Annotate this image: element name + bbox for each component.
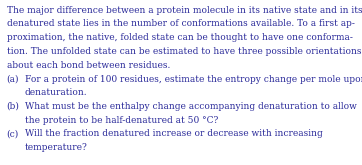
Text: What must be the enthalpy change accompanying denaturation to allow: What must be the enthalpy change accompa…: [25, 102, 357, 111]
Text: For a protein of 100 residues, estimate the entropy change per mole upon: For a protein of 100 residues, estimate …: [25, 75, 362, 84]
Text: Will the fraction denatured increase or decrease with increasing: Will the fraction denatured increase or …: [25, 129, 323, 138]
Text: denatured state lies in the number of conformations available. To a first ap-: denatured state lies in the number of co…: [7, 19, 354, 29]
Text: temperature?: temperature?: [25, 143, 87, 152]
Text: denaturation.: denaturation.: [25, 88, 87, 97]
Text: proximation, the native, folded state can be thought to have one conforma-: proximation, the native, folded state ca…: [7, 33, 352, 42]
Text: (c): (c): [7, 129, 19, 138]
Text: (a): (a): [7, 75, 19, 84]
Text: The major difference between a protein molecule in its native state and in its: The major difference between a protein m…: [7, 6, 362, 15]
Text: (b): (b): [7, 102, 20, 111]
Text: tion. The unfolded state can be estimated to have three possible orientations: tion. The unfolded state can be estimate…: [7, 47, 361, 56]
Text: the protein to be half-denatured at 50 °C?: the protein to be half-denatured at 50 °…: [25, 116, 218, 125]
Text: about each bond between residues.: about each bond between residues.: [7, 61, 170, 70]
